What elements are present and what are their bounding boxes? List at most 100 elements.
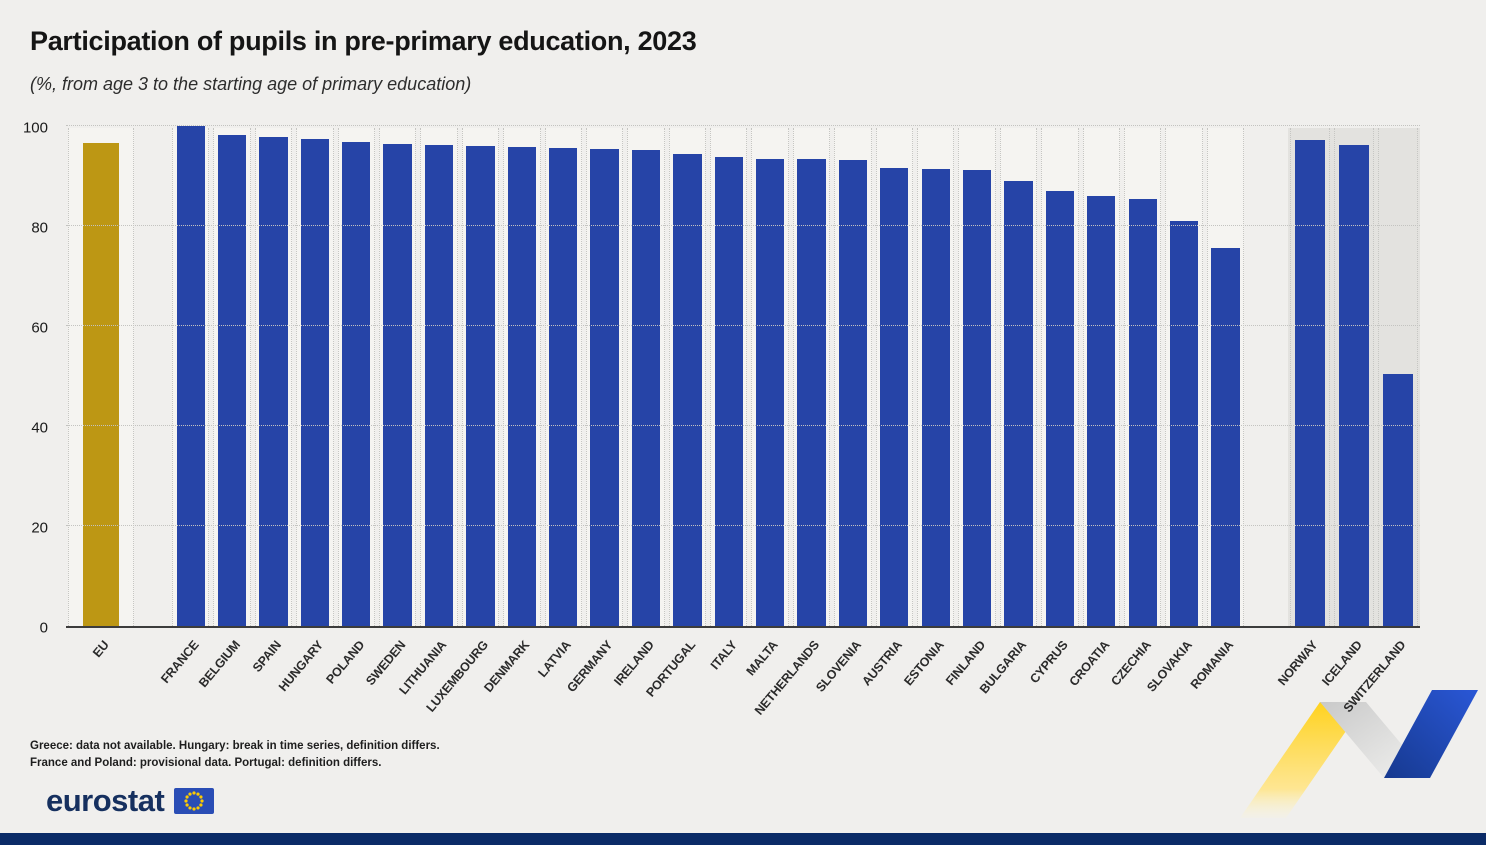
decorative-swoosh bbox=[1240, 690, 1478, 818]
plot-area: EU FRANCE BELGIUM SPAIN HUNGARY POLAND SWEDEN L… bbox=[66, 125, 1420, 718]
bar-column-switzerland: SWITZERLAND bbox=[1341, 128, 1418, 715]
bar-column-cyprus: CYPRUS bbox=[1027, 128, 1079, 686]
bar-latvia bbox=[549, 148, 578, 626]
eurostat-logo-text: eurostat bbox=[46, 783, 165, 818]
bar-chart: 0 20 40 60 80 100 EU FRANCE BELGIUM SPAIN HUNGARY… bbox=[0, 118, 1486, 758]
footnote-line-1: Greece: data not available. Hungary: bre… bbox=[30, 740, 440, 752]
chart-title: Participation of pupils in pre-primary e… bbox=[30, 26, 697, 56]
bar-estonia bbox=[921, 168, 950, 626]
bar-slovakia bbox=[1169, 221, 1199, 626]
gridline bbox=[66, 125, 1420, 126]
bar-column-norway: NORWAY bbox=[1275, 128, 1330, 688]
bar-czechia bbox=[1128, 198, 1157, 626]
bar-group-non-eu-countries: NORWAY ICELAND SWITZERLAND bbox=[1275, 128, 1420, 715]
bar-bulgaria bbox=[1004, 181, 1033, 626]
bar-poland bbox=[342, 142, 371, 626]
x-axis-label-france: FRANCE bbox=[157, 638, 202, 686]
bar-column-romania: ROMANIA bbox=[1188, 128, 1245, 692]
bar-denmark bbox=[507, 146, 536, 626]
bar-iceland bbox=[1338, 145, 1370, 626]
bar-column-czechia: CZECHIA bbox=[1108, 128, 1162, 688]
gridline bbox=[66, 325, 1420, 326]
bar-column-malta: MALTA bbox=[744, 128, 789, 678]
bar-hungary bbox=[300, 138, 330, 626]
bar-group-eu-countries: FRANCE BELGIUM SPAIN HUNGARY POLAND SWEDEN LIT… bbox=[158, 126, 1246, 718]
gridline bbox=[66, 525, 1420, 526]
bar-france bbox=[176, 126, 205, 626]
bar-finland bbox=[962, 169, 992, 626]
bar-column-denmark: DENMARK bbox=[482, 128, 541, 695]
x-axis-label-belgium: BELGIUM bbox=[195, 638, 243, 691]
x-axis-label-malta: MALTA bbox=[743, 638, 781, 679]
x-axis-label-estonia: ESTONIA bbox=[901, 638, 947, 689]
bar-norway bbox=[1294, 139, 1326, 626]
bar-lithuania bbox=[424, 144, 454, 626]
x-axis-label-italy: ITALY bbox=[707, 638, 740, 673]
y-axis: 0 20 40 60 80 100 bbox=[0, 120, 58, 637]
x-axis-label-spain: SPAIN bbox=[250, 638, 285, 675]
swoosh-blue-band bbox=[1384, 690, 1478, 778]
footnotes: Greece: data not available. Hungary: bre… bbox=[30, 738, 440, 773]
bar-column-germany: GERMANY bbox=[564, 128, 624, 695]
bar-croatia bbox=[1087, 196, 1116, 626]
bar-column-austria: AUSTRIA bbox=[860, 128, 914, 688]
x-axis-label-eu: EU bbox=[90, 638, 112, 660]
chart-subtitle: (%, from age 3 to the starting age of pr… bbox=[30, 74, 472, 94]
bar-column-bulgaria: BULGARIA bbox=[977, 128, 1038, 696]
bar-germany bbox=[590, 149, 619, 626]
group-spacer bbox=[1246, 128, 1288, 626]
bar-column-sweden: SWEDEN bbox=[363, 128, 417, 688]
bar-column-estonia: ESTONIA bbox=[901, 128, 955, 688]
y-axis-tick-label: 0 bbox=[39, 619, 48, 637]
bar-netherlands bbox=[797, 159, 826, 626]
bar-column-eu: EU bbox=[68, 128, 134, 660]
bar-column-netherlands: NETHERLANDS bbox=[752, 128, 831, 718]
bar-sweden bbox=[383, 143, 412, 626]
bar-column-slovenia: SLOVENIA bbox=[813, 128, 872, 695]
bar-column-france: FRANCE bbox=[158, 126, 210, 686]
y-axis-tick-label: 20 bbox=[31, 519, 48, 537]
gridline bbox=[66, 425, 1420, 426]
bar-italy bbox=[714, 157, 743, 626]
bar-ireland bbox=[631, 150, 661, 626]
bar-column-luxembourg: LUXEMBOURG bbox=[424, 128, 500, 715]
bar-column-croatia: CROATIA bbox=[1066, 128, 1120, 689]
bar-column-belgium: BELGIUM bbox=[196, 128, 251, 690]
bar-belgium bbox=[217, 134, 247, 626]
bar-group-eu-aggregate: EU bbox=[66, 128, 136, 660]
bar-column-ireland: IRELAND bbox=[611, 128, 665, 688]
gridline bbox=[66, 225, 1420, 226]
bar-column-iceland: ICELAND bbox=[1319, 128, 1374, 688]
bar-austria bbox=[880, 168, 909, 626]
bar-malta bbox=[756, 158, 785, 626]
y-axis-tick-label: 100 bbox=[22, 119, 48, 137]
group-spacer bbox=[136, 128, 170, 626]
bar-spain bbox=[259, 137, 288, 626]
bar-column-spain: SPAIN bbox=[250, 128, 293, 675]
bar-cyprus bbox=[1045, 191, 1075, 626]
x-axis-label-latvia: LATVIA bbox=[535, 638, 574, 680]
swoosh-yellow-band bbox=[1240, 702, 1366, 818]
footnote-line-2: France and Poland: provisional data. Por… bbox=[30, 757, 382, 770]
y-axis-tick-label: 60 bbox=[31, 319, 48, 337]
eu-flag-icon bbox=[174, 788, 215, 814]
bottom-bar bbox=[0, 833, 1486, 845]
bar-column-poland: POLAND bbox=[323, 128, 375, 687]
bar-romania bbox=[1211, 247, 1240, 626]
bar-column-italy: ITALY bbox=[708, 128, 748, 672]
x-axis-label-cyprus: CYPRUS bbox=[1027, 638, 1071, 686]
x-axis-label-austria: AUSTRIA bbox=[859, 638, 906, 689]
y-axis-tick-label: 40 bbox=[31, 419, 48, 437]
x-axis-label-poland: POLAND bbox=[323, 638, 367, 687]
y-axis-tick-label: 80 bbox=[31, 219, 48, 237]
bar-luxembourg bbox=[466, 145, 495, 626]
bar-switzerland bbox=[1382, 373, 1414, 626]
bar-slovenia bbox=[838, 159, 868, 626]
bar-column-lithuania: LITHUANIA bbox=[397, 128, 458, 697]
bar-column-slovakia: SLOVAKIA bbox=[1144, 128, 1203, 695]
bar-column-finland: FINLAND bbox=[943, 128, 996, 688]
bar-eu bbox=[83, 143, 119, 626]
eurostat-logo: eurostat bbox=[46, 783, 215, 819]
bar-column-latvia: LATVIA bbox=[536, 128, 582, 680]
